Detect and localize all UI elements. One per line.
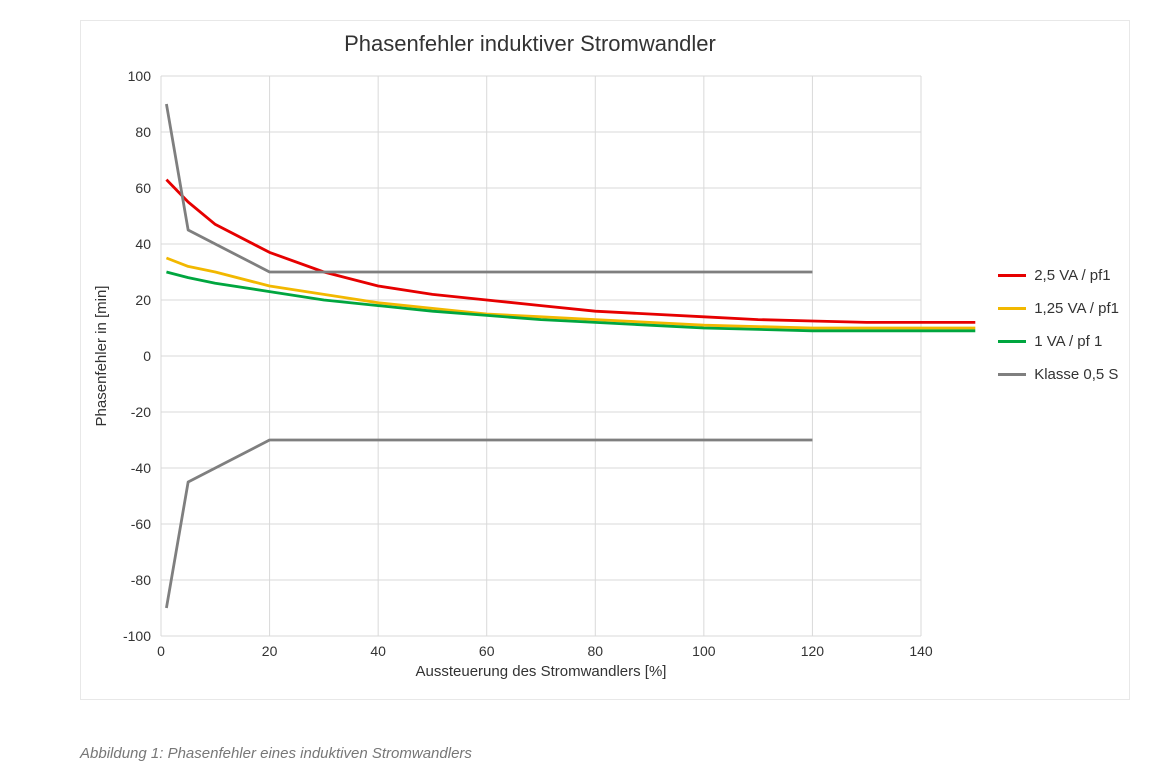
x-axis-title: Aussteuerung des Stromwandlers [%] [416,663,667,680]
plot-area: 020406080100120140 -100-80-60-40-2002040… [161,76,921,636]
y-tick-label: 60 [135,180,151,196]
chart-container: Phasenfehler induktiver Stromwandler 020… [80,20,1130,700]
y-tick-label: -20 [131,404,151,420]
y-tick-label: 80 [135,124,151,140]
x-tick-label: 80 [587,643,603,659]
legend-label: 1,25 VA / pf1 [1034,300,1119,317]
chart-title: Phasenfehler induktiver Stromwandler [81,31,979,57]
y-tick-label: -100 [123,628,151,644]
y-tick-label: 100 [128,68,152,84]
y-tick-label: 20 [135,292,151,308]
legend-item: 2,5 VA / pf1 [998,267,1119,284]
figure-caption: Abbildung 1: Phasenfehler eines induktiv… [80,745,472,762]
legend-item: 1,25 VA / pf1 [998,300,1119,317]
plot-svg: 020406080100120140 -100-80-60-40-2002040… [161,76,921,636]
x-axis: 0 20 40 60 80 100 120 140 [157,643,933,659]
y-tick-label: 40 [135,236,151,252]
legend-label: 2,5 VA / pf1 [1034,267,1110,284]
legend: 2,5 VA / pf1 1,25 VA / pf1 1 VA / pf 1 Klas… [998,251,1119,399]
legend-swatch [998,274,1026,277]
legend-label: Klasse 0,5 S [1034,366,1118,383]
series-line [166,180,975,323]
y-axis: -100 -80 -60 -40 -20 0 20 40 60 80 100 [123,68,151,644]
legend-item: 1 VA / pf 1 [998,333,1119,350]
y-tick-label: -60 [131,516,151,532]
x-tick-label: 60 [479,643,495,659]
x-tick-label: 100 [692,643,716,659]
page: Phasenfehler induktiver Stromwandler 020… [0,0,1170,780]
x-tick-label: 20 [262,643,278,659]
y-axis-title: Phasenfehler in [min] [93,286,110,427]
legend-label: 1 VA / pf 1 [1034,333,1102,350]
y-tick-label: -80 [131,572,151,588]
y-tick-label: 0 [143,348,151,364]
y-tick-label: -40 [131,460,151,476]
x-tick-label: 40 [370,643,386,659]
x-tick-label: 120 [801,643,825,659]
x-tick-label: 140 [909,643,933,659]
gridlines [161,76,921,636]
x-tick-label: 0 [157,643,165,659]
legend-item: Klasse 0,5 S [998,366,1119,383]
legend-swatch [998,340,1026,343]
legend-swatch [998,373,1026,376]
legend-swatch [998,307,1026,310]
